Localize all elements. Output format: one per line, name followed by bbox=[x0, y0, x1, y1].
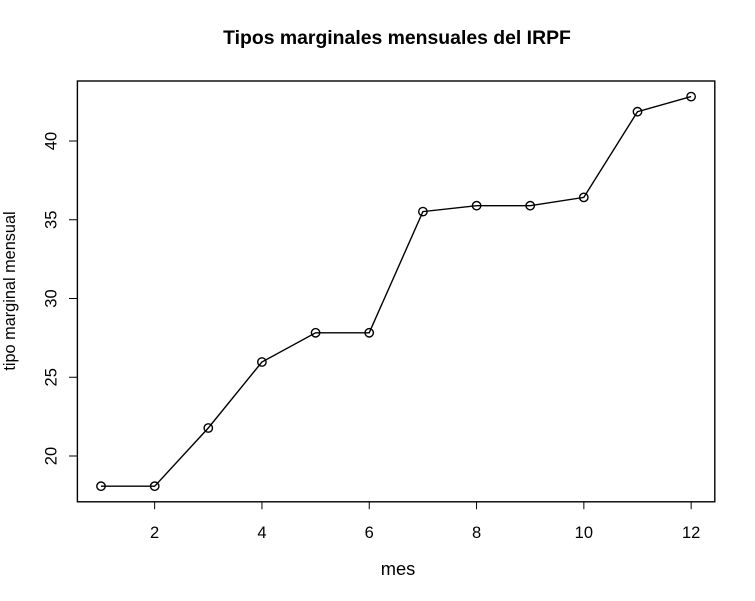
svg-text:20: 20 bbox=[42, 447, 60, 465]
svg-text:tipo marginal mensual: tipo marginal mensual bbox=[1, 211, 19, 370]
svg-text:mes: mes bbox=[381, 558, 416, 579]
svg-text:4: 4 bbox=[257, 524, 266, 542]
svg-text:40: 40 bbox=[42, 132, 60, 150]
svg-text:35: 35 bbox=[42, 211, 60, 229]
svg-text:12: 12 bbox=[682, 524, 700, 542]
svg-text:8: 8 bbox=[472, 524, 481, 542]
svg-text:10: 10 bbox=[575, 524, 593, 542]
svg-text:2: 2 bbox=[150, 524, 159, 542]
svg-text:25: 25 bbox=[42, 368, 60, 386]
svg-text:30: 30 bbox=[42, 289, 60, 307]
svg-text:Tipos marginales mensuales del: Tipos marginales mensuales del IRPF bbox=[223, 27, 571, 49]
svg-text:6: 6 bbox=[365, 524, 374, 542]
